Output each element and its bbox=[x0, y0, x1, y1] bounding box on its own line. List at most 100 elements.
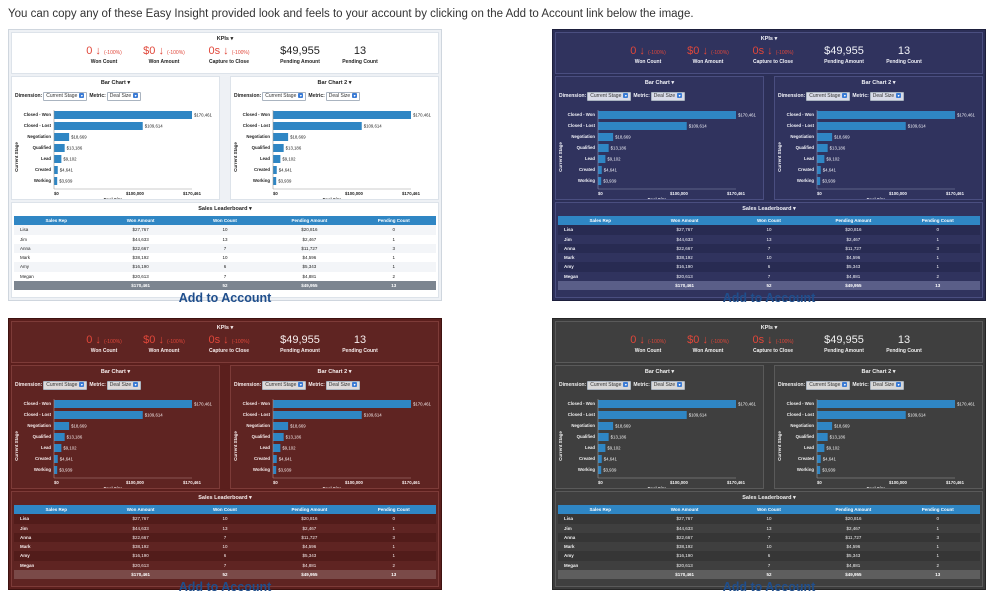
bar-negotiation[interactable] bbox=[598, 422, 614, 430]
kpi-panel-title[interactable]: KPIs ▾ bbox=[216, 36, 234, 42]
column-header[interactable]: Won Amount bbox=[670, 507, 699, 513]
bar-qualified[interactable] bbox=[273, 144, 284, 152]
column-header[interactable]: Pending Count bbox=[921, 507, 954, 513]
bar-created[interactable] bbox=[54, 455, 58, 463]
table-row[interactable]: Mark $38,192 10 $4,596 1 bbox=[14, 253, 436, 263]
metric-select[interactable]: Deal Size ▾ bbox=[650, 92, 686, 101]
table-row[interactable]: Megan $20,613 7 $4,881 2 bbox=[558, 271, 980, 281]
column-header[interactable]: Won Amount bbox=[670, 218, 699, 224]
bar-created[interactable] bbox=[817, 455, 821, 463]
bar-closed-won[interactable] bbox=[54, 111, 192, 119]
table-row[interactable]: Jim $44,633 13 $2,467 1 bbox=[14, 523, 436, 533]
table-row[interactable]: Mark $38,192 10 $4,596 1 bbox=[558, 542, 980, 552]
bar-chart-title[interactable]: Bar Chart 2 ▾ bbox=[861, 369, 896, 375]
metric-select[interactable]: Deal Size ▾ bbox=[106, 92, 142, 101]
bar-qualified[interactable] bbox=[817, 433, 828, 441]
table-row[interactable]: Anna $22,667 7 $11,727 3 bbox=[558, 243, 980, 253]
leaderboard-title[interactable]: Sales Leaderboard ▾ bbox=[198, 495, 252, 501]
table-row[interactable]: Mark $38,192 10 $4,596 1 bbox=[558, 253, 980, 263]
dimension-select[interactable]: Current Stage ▾ bbox=[587, 92, 632, 101]
dimension-select[interactable]: Current Stage ▾ bbox=[262, 381, 307, 390]
dimension-select[interactable]: Current Stage ▾ bbox=[43, 92, 88, 101]
column-header[interactable]: Sales Rep bbox=[45, 507, 67, 513]
metric-select[interactable]: Deal Size ▾ bbox=[325, 92, 361, 101]
column-header[interactable]: Pending Amount bbox=[291, 507, 328, 513]
bar-lead[interactable] bbox=[54, 444, 62, 452]
bar-chart-title[interactable]: Bar Chart 2 ▾ bbox=[861, 80, 896, 86]
metric-select[interactable]: Deal Size ▾ bbox=[869, 92, 905, 101]
column-header[interactable]: Sales Rep bbox=[589, 218, 611, 224]
bar-working[interactable] bbox=[54, 177, 58, 185]
table-row[interactable]: Jim $44,633 13 $2,467 1 bbox=[14, 234, 436, 244]
table-row[interactable]: Megan $20,613 7 $4,881 2 bbox=[14, 560, 436, 570]
table-row[interactable]: Anna $22,667 7 $11,727 3 bbox=[14, 532, 436, 542]
bar-working[interactable] bbox=[598, 466, 602, 474]
bar-closed-won[interactable] bbox=[817, 400, 955, 408]
column-header[interactable]: Won Count bbox=[213, 218, 237, 224]
add-to-account-link[interactable]: Add to Account bbox=[178, 580, 272, 594]
table-row[interactable]: Amy $16,190 6 $5,343 1 bbox=[558, 551, 980, 561]
dimension-select[interactable]: Current Stage ▾ bbox=[262, 92, 307, 101]
bar-lead[interactable] bbox=[598, 155, 606, 163]
bar-qualified[interactable] bbox=[273, 433, 284, 441]
dimension-select[interactable]: Current Stage ▾ bbox=[43, 381, 88, 390]
bar-qualified[interactable] bbox=[598, 433, 609, 441]
bar-created[interactable] bbox=[273, 166, 277, 174]
bar-lead[interactable] bbox=[273, 444, 281, 452]
bar-chart-title[interactable]: Bar Chart ▾ bbox=[644, 369, 675, 375]
bar-negotiation[interactable] bbox=[54, 422, 70, 430]
bar-closed-lost[interactable] bbox=[598, 411, 687, 419]
table-row[interactable]: Mark $38,192 10 $4,596 1 bbox=[14, 542, 436, 552]
metric-select[interactable]: Deal Size ▾ bbox=[869, 381, 905, 390]
bar-negotiation[interactable] bbox=[817, 422, 833, 430]
column-header[interactable]: Pending Amount bbox=[835, 218, 872, 224]
dimension-select[interactable]: Current Stage ▾ bbox=[806, 92, 851, 101]
metric-select[interactable]: Deal Size ▾ bbox=[325, 381, 361, 390]
metric-select[interactable]: Deal Size ▾ bbox=[650, 381, 686, 390]
table-row[interactable]: Anna $22,667 7 $11,727 3 bbox=[14, 243, 436, 253]
column-header[interactable]: Sales Rep bbox=[45, 218, 67, 224]
bar-working[interactable] bbox=[817, 466, 821, 474]
bar-closed-lost[interactable] bbox=[817, 122, 906, 130]
column-header[interactable]: Pending Count bbox=[921, 218, 954, 224]
bar-chart-title[interactable]: Bar Chart 2 ▾ bbox=[317, 80, 352, 86]
bar-closed-won[interactable] bbox=[273, 111, 411, 119]
bar-negotiation[interactable] bbox=[54, 133, 70, 141]
bar-qualified[interactable] bbox=[54, 433, 65, 441]
bar-closed-lost[interactable] bbox=[817, 411, 906, 419]
table-row[interactable]: Amy $16,190 6 $5,343 1 bbox=[558, 262, 980, 272]
table-row[interactable]: Amy $16,190 6 $5,343 1 bbox=[14, 551, 436, 561]
bar-closed-lost[interactable] bbox=[273, 122, 362, 130]
kpi-panel-title[interactable]: KPIs ▾ bbox=[760, 325, 778, 331]
column-header[interactable]: Won Amount bbox=[126, 218, 155, 224]
leaderboard-title[interactable]: Sales Leaderboard ▾ bbox=[742, 495, 796, 501]
bar-closed-won[interactable] bbox=[598, 111, 736, 119]
table-row[interactable]: Lisa $27,767 10 $20,816 0 bbox=[558, 514, 980, 524]
kpi-panel-title[interactable]: KPIs ▾ bbox=[760, 36, 778, 42]
bar-closed-won[interactable] bbox=[54, 400, 192, 408]
bar-lead[interactable] bbox=[598, 444, 606, 452]
bar-negotiation[interactable] bbox=[817, 133, 833, 141]
bar-working[interactable] bbox=[273, 466, 277, 474]
table-row[interactable]: Megan $20,613 7 $4,881 2 bbox=[558, 560, 980, 570]
bar-negotiation[interactable] bbox=[273, 133, 289, 141]
bar-created[interactable] bbox=[273, 455, 277, 463]
bar-created[interactable] bbox=[54, 166, 58, 174]
dimension-select[interactable]: Current Stage ▾ bbox=[587, 381, 632, 390]
table-row[interactable]: Anna $22,667 7 $11,727 3 bbox=[558, 532, 980, 542]
table-row[interactable]: Lisa $27,767 10 $20,816 0 bbox=[558, 225, 980, 235]
table-row[interactable]: Lisa $27,767 10 $20,816 0 bbox=[14, 225, 436, 235]
bar-chart-title[interactable]: Bar Chart 2 ▾ bbox=[317, 369, 352, 375]
column-header[interactable]: Won Count bbox=[757, 218, 781, 224]
column-header[interactable]: Won Count bbox=[213, 507, 237, 513]
column-header[interactable]: Won Count bbox=[757, 507, 781, 513]
bar-working[interactable] bbox=[273, 177, 277, 185]
column-header[interactable]: Pending Count bbox=[377, 218, 410, 224]
bar-qualified[interactable] bbox=[817, 144, 828, 152]
bar-closed-won[interactable] bbox=[598, 400, 736, 408]
bar-closed-won[interactable] bbox=[273, 400, 411, 408]
column-header[interactable]: Sales Rep bbox=[589, 507, 611, 513]
leaderboard-title[interactable]: Sales Leaderboard ▾ bbox=[198, 206, 252, 212]
add-to-account-link[interactable]: Add to Account bbox=[722, 291, 816, 305]
bar-closed-lost[interactable] bbox=[54, 122, 143, 130]
